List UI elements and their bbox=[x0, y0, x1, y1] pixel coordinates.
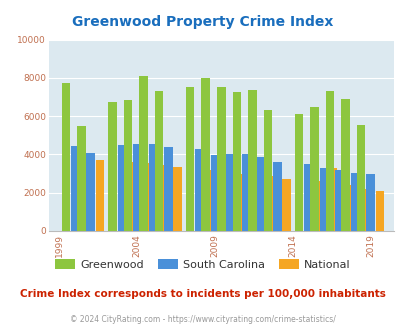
Bar bbox=[154, 91, 163, 231]
Bar bbox=[210, 155, 219, 231]
Bar bbox=[142, 163, 151, 231]
Bar bbox=[220, 173, 228, 231]
Bar bbox=[96, 160, 104, 231]
Bar bbox=[164, 147, 172, 231]
Bar bbox=[247, 90, 256, 231]
Bar bbox=[62, 83, 70, 231]
Bar bbox=[319, 168, 327, 231]
Bar bbox=[86, 152, 95, 231]
Bar bbox=[365, 174, 374, 231]
Text: © 2024 CityRating.com - https://www.cityrating.com/crime-statistics/: © 2024 CityRating.com - https://www.city… bbox=[70, 315, 335, 324]
Bar bbox=[334, 170, 343, 231]
Bar bbox=[139, 76, 147, 231]
Bar bbox=[195, 149, 203, 231]
Bar bbox=[341, 99, 349, 231]
Bar bbox=[294, 114, 303, 231]
Bar bbox=[133, 144, 141, 231]
Bar bbox=[263, 111, 271, 231]
Bar bbox=[77, 126, 85, 231]
Bar bbox=[204, 170, 213, 231]
Bar bbox=[108, 102, 117, 231]
Bar bbox=[272, 162, 281, 231]
Bar bbox=[71, 146, 79, 231]
Bar bbox=[117, 145, 126, 231]
Bar bbox=[356, 125, 364, 231]
Bar bbox=[201, 78, 209, 231]
Bar bbox=[281, 179, 290, 231]
Bar bbox=[80, 162, 89, 231]
Text: Greenwood Property Crime Index: Greenwood Property Crime Index bbox=[72, 15, 333, 29]
Bar bbox=[158, 165, 166, 231]
Bar bbox=[251, 176, 259, 231]
Bar bbox=[257, 157, 265, 231]
Bar bbox=[328, 168, 337, 231]
Bar bbox=[241, 154, 250, 231]
Bar bbox=[313, 181, 321, 231]
Bar bbox=[375, 191, 383, 231]
Bar bbox=[303, 164, 312, 231]
Bar bbox=[226, 154, 234, 231]
Bar bbox=[325, 91, 334, 231]
Bar bbox=[216, 87, 225, 231]
Bar bbox=[124, 100, 132, 231]
Bar bbox=[232, 92, 241, 231]
Bar bbox=[185, 87, 194, 231]
Bar bbox=[148, 144, 157, 231]
Legend: Greenwood, South Carolina, National: Greenwood, South Carolina, National bbox=[51, 255, 354, 274]
Bar bbox=[359, 189, 368, 231]
Bar bbox=[350, 173, 358, 231]
Bar bbox=[173, 167, 181, 231]
Bar bbox=[309, 107, 318, 231]
Text: Crime Index corresponds to incidents per 100,000 inhabitants: Crime Index corresponds to incidents per… bbox=[20, 289, 385, 299]
Bar bbox=[126, 162, 135, 231]
Bar bbox=[343, 185, 352, 231]
Bar bbox=[235, 174, 243, 231]
Bar bbox=[266, 177, 275, 231]
